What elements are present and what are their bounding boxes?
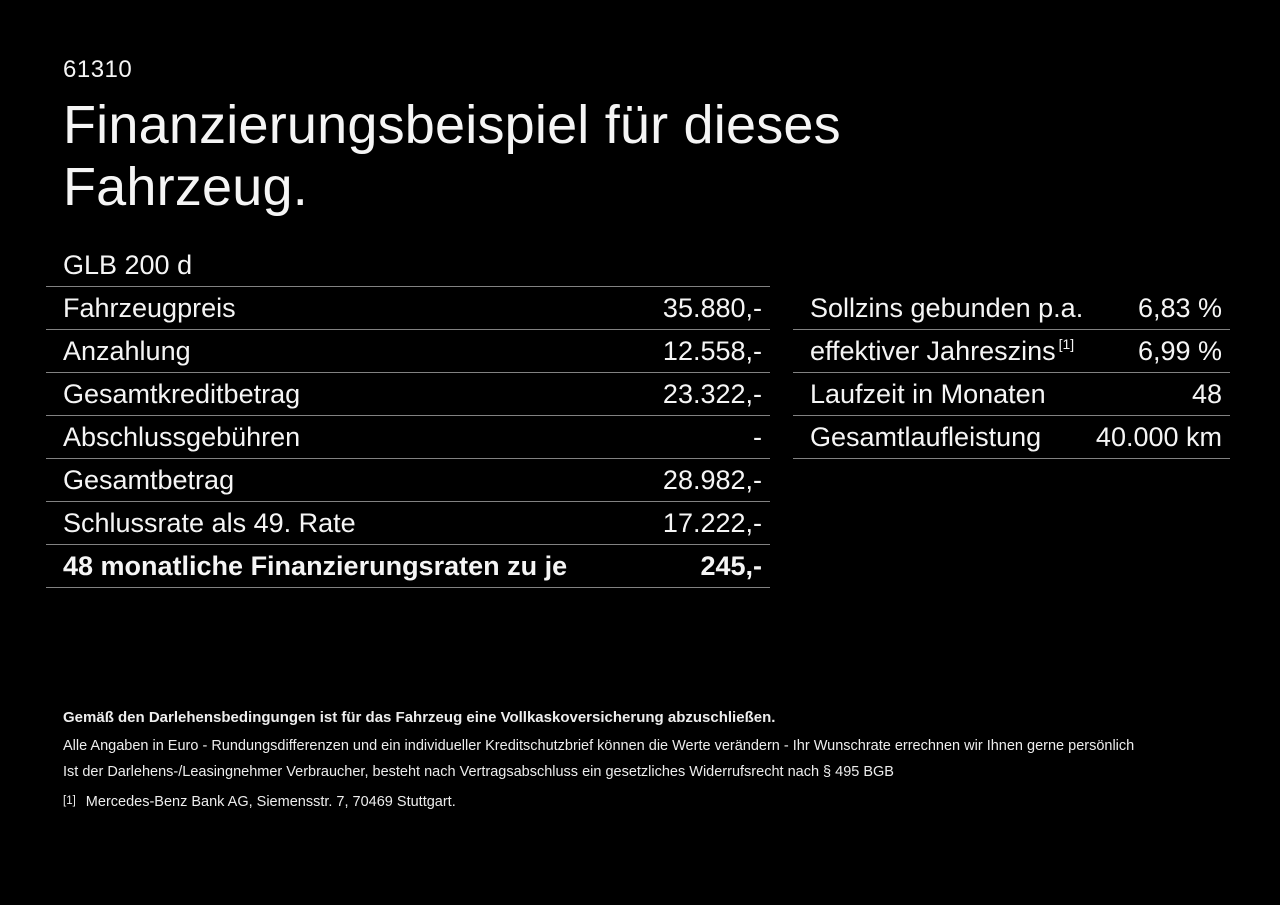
document-number: 61310 <box>63 56 133 83</box>
insurance-requirement-note: Gemäß den Darlehensbedingungen ist für d… <box>63 709 776 726</box>
row-value: 6,99 % <box>1137 335 1222 366</box>
row-label: Sollzins gebunden p.a. <box>810 292 1084 323</box>
model-name: GLB 200 d <box>63 249 193 280</box>
row-label: Gesamtkreditbetrag <box>63 378 301 409</box>
financing-table: GLB 200 d Fahrzeugpreis 35.880,- Anzahlu… <box>46 244 770 588</box>
row-value: 17.222,- <box>662 507 762 538</box>
page-title: Finanzierungsbeispiel für dieses Fahrzeu… <box>63 94 841 218</box>
row-value: - <box>753 421 762 452</box>
row-label-text: effektiver Jahreszins <box>810 335 1056 366</box>
table-row-monthly-rate: 48 monatliche Finanzierungsraten zu je 2… <box>46 545 770 588</box>
row-value: 245,- <box>700 550 762 581</box>
table-row-anzahlung: Anzahlung 12.558,- <box>46 330 770 373</box>
row-value: 40.000 km <box>1095 421 1222 452</box>
page-title-line1: Finanzierungsbeispiel für dieses <box>63 95 841 155</box>
row-value: 12.558,- <box>662 335 762 366</box>
row-value: 23.322,- <box>662 378 762 409</box>
row-label: 48 monatliche Finanzierungsraten zu je <box>63 550 568 581</box>
table-row-schlussrate: Schlussrate als 49. Rate 17.222,- <box>46 502 770 545</box>
footnote: [1] Mercedes-Benz Bank AG, Siemensstr. 7,… <box>63 793 1223 813</box>
table-row-fahrzeugpreis: Fahrzeugpreis 35.880,- <box>46 287 770 330</box>
page-title-line2: Fahrzeug. <box>63 157 308 217</box>
row-label: Abschlussgebühren <box>63 421 301 452</box>
table-row-gesamtkreditbetrag: Gesamtkreditbetrag 23.322,- <box>46 373 770 416</box>
model-header-row: GLB 200 d <box>46 244 770 287</box>
table-row-gesamtlaufleistung: Gesamtlaufleistung 40.000 km <box>793 416 1230 459</box>
disclaimer-line-2: Ist der Darlehens-/Leasingnehmer Verbrau… <box>63 764 894 780</box>
footnote-marker: [1] <box>63 795 76 807</box>
table-row-laufzeit: Laufzeit in Monaten 48 <box>793 373 1230 416</box>
row-label: Gesamtbetrag <box>63 464 235 495</box>
row-value: 28.982,- <box>662 464 762 495</box>
conditions-table: Sollzins gebunden p.a. 6,83 % effektiver… <box>793 287 1230 459</box>
disclaimer-line-1: Alle Angaben in Euro - Rundungsdifferenz… <box>63 738 1135 754</box>
row-label: Fahrzeugpreis <box>63 292 236 323</box>
footnote-text: Mercedes-Benz Bank AG, Siemensstr. 7, 70… <box>85 794 456 810</box>
table-row-sollzins: Sollzins gebunden p.a. 6,83 % <box>793 287 1230 330</box>
table-row-gesamtbetrag: Gesamtbetrag 28.982,- <box>46 459 770 502</box>
legal-footer: Gemäß den Darlehensbedingungen ist für d… <box>63 708 1223 813</box>
row-value: 6,83 % <box>1137 292 1222 323</box>
row-label: effektiver Jahreszins [1] <box>793 335 1074 367</box>
table-row-effektiver-jahreszins: effektiver Jahreszins [1] 6,99 % <box>793 330 1230 373</box>
footnote-reference: [1] <box>1058 335 1075 352</box>
table-row-abschlussgebuehren: Abschlussgebühren - <box>46 416 770 459</box>
row-label: Anzahlung <box>63 335 191 366</box>
row-value: 48 <box>1191 378 1222 409</box>
row-label: Gesamtlaufleistung <box>810 421 1042 452</box>
row-label: Laufzeit in Monaten <box>810 378 1046 409</box>
row-value: 35.880,- <box>662 292 762 323</box>
row-label: Schlussrate als 49. Rate <box>63 507 356 538</box>
